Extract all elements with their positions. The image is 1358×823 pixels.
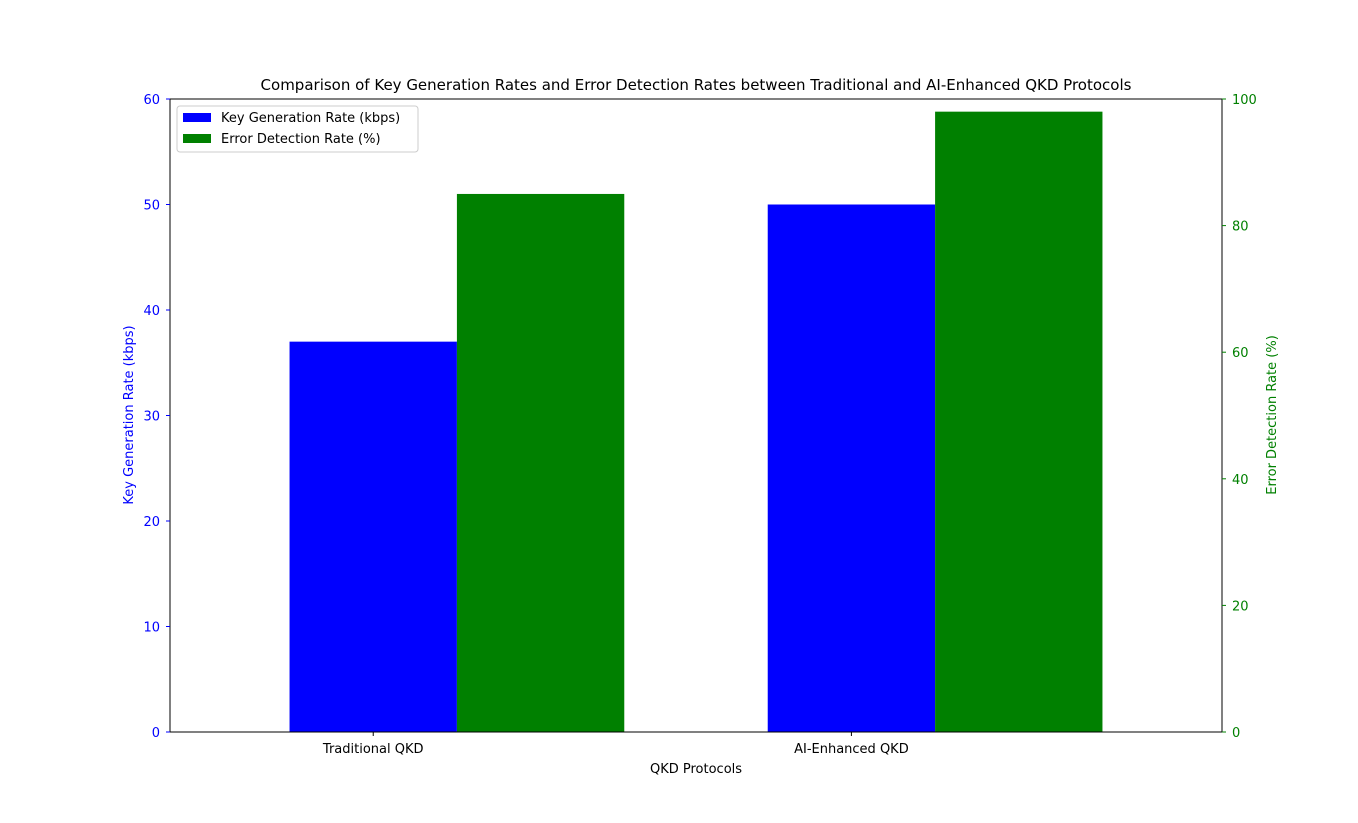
- x-axis: Traditional QKD AI-Enhanced QKD: [322, 732, 909, 757]
- legend-swatch-key-generation: [183, 113, 211, 122]
- bar-error-detection-0: [456, 193, 625, 732]
- bars-group: [289, 111, 1103, 732]
- bar-error-detection-1: [935, 111, 1103, 732]
- legend: Key Generation Rate (kbps) Error Detecti…: [176, 105, 419, 153]
- right-tick-label: 20: [1232, 599, 1249, 614]
- left-axis: 0 10 20 30 40 50 60: [143, 93, 170, 741]
- left-tick-label: 10: [143, 621, 160, 636]
- left-tick-label: 0: [152, 726, 160, 741]
- right-tick-label: 80: [1232, 220, 1249, 235]
- right-tick-label: 0: [1232, 726, 1240, 741]
- legend-label-error-detection: Error Detection Rate (%): [221, 132, 381, 147]
- right-tick-label: 60: [1232, 346, 1249, 361]
- right-tick-label: 100: [1232, 93, 1257, 108]
- y-axis-right-label: Error Detection Rate (%): [1265, 335, 1280, 495]
- legend-label-key-generation: Key Generation Rate (kbps): [221, 111, 400, 126]
- x-tick-label: AI-Enhanced QKD: [794, 742, 909, 757]
- legend-box: [176, 105, 419, 153]
- y-axis-left-label: Key Generation Rate (kbps): [122, 325, 137, 504]
- left-tick-label: 20: [143, 515, 160, 530]
- x-tick-label: Traditional QKD: [322, 742, 424, 757]
- right-axis: 0 20 40 60 80 100: [1222, 93, 1257, 741]
- left-tick-label: 40: [143, 304, 160, 319]
- left-tick-label: 50: [143, 199, 160, 214]
- left-tick-label: 60: [143, 93, 160, 108]
- right-tick-label: 40: [1232, 473, 1249, 488]
- left-tick-label: 30: [143, 410, 160, 425]
- bar-key-generation-0: [289, 341, 457, 732]
- bar-key-generation-1: [767, 204, 936, 732]
- chart-title: Comparison of Key Generation Rates and E…: [261, 76, 1132, 94]
- x-axis-label: QKD Protocols: [650, 762, 742, 777]
- legend-swatch-error-detection: [183, 134, 211, 143]
